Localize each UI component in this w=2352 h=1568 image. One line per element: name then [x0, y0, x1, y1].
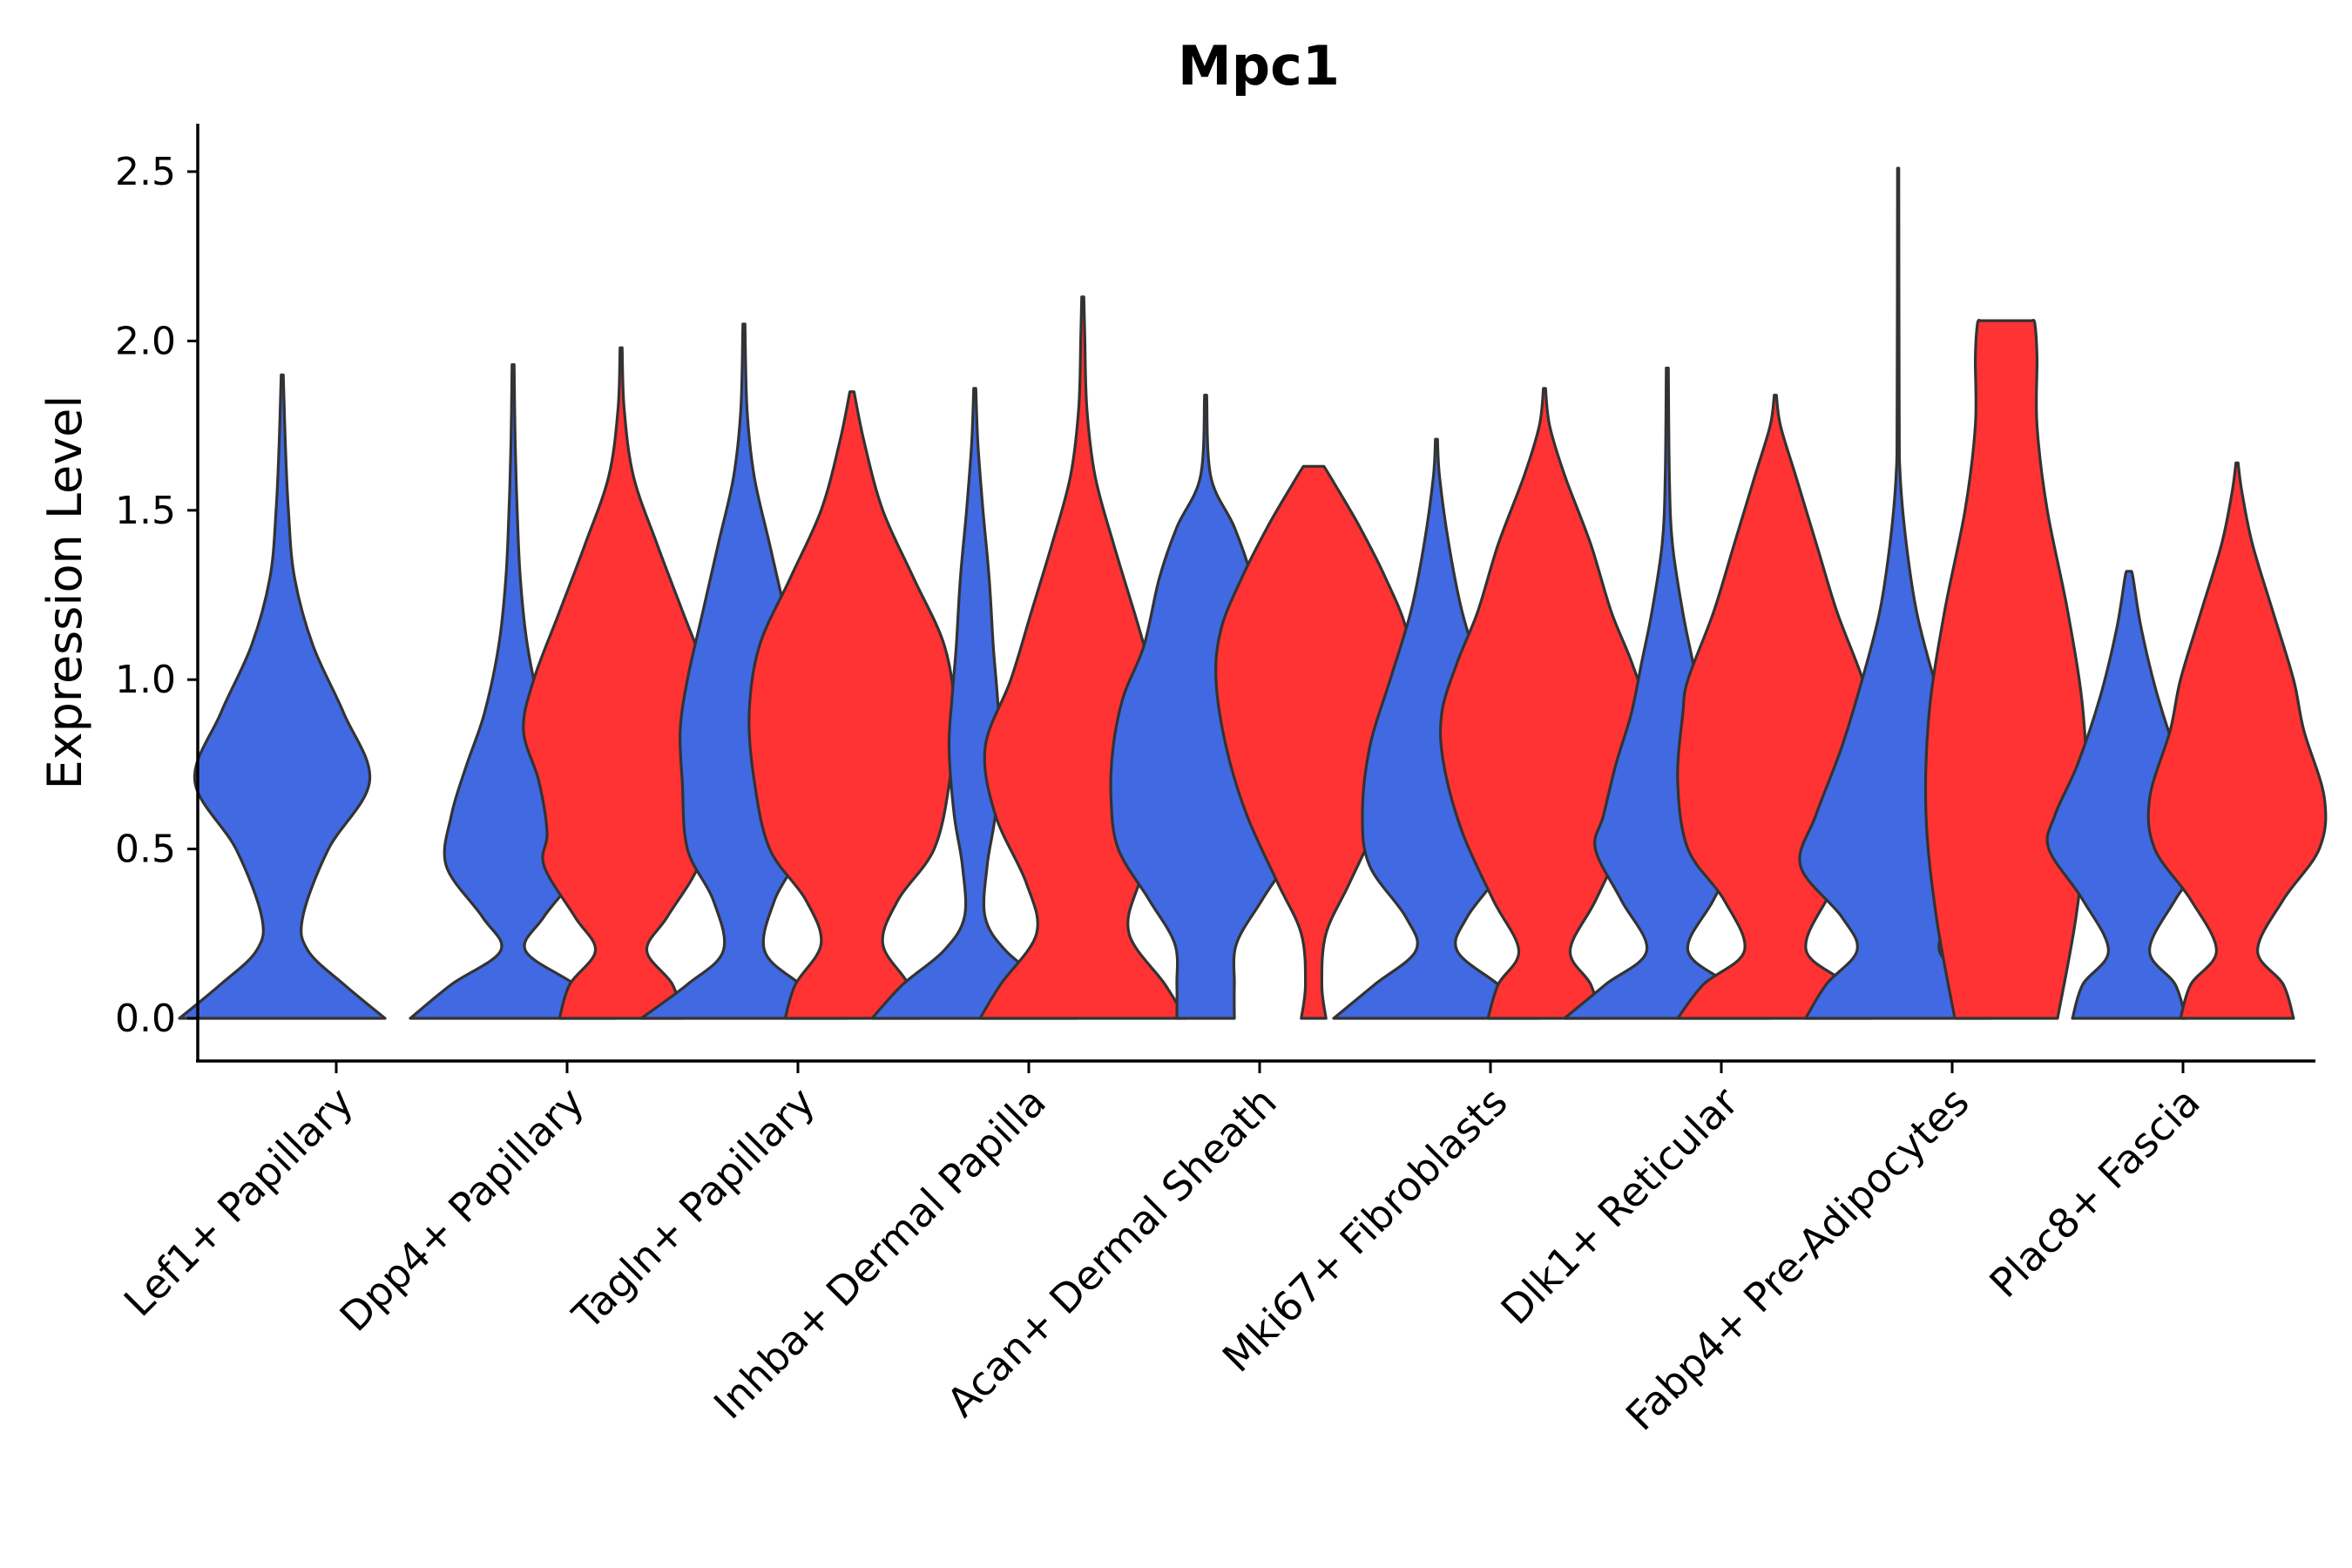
violin-blue-3	[870, 387, 1079, 1020]
x-tick-label: Lef1+ Papillary	[115, 1078, 362, 1326]
chart-title: Mpc1	[1178, 34, 1340, 98]
y-axis-label: Expression Level	[37, 395, 92, 790]
y-tick-label: 0.0	[115, 997, 176, 1041]
y-tick-label: 1.0	[115, 658, 176, 702]
y-tick-label: 0.5	[115, 828, 176, 872]
violins-layer	[178, 166, 2328, 1020]
violin-red-6	[1676, 394, 1875, 1020]
y-tick-label: 2.5	[115, 150, 176, 194]
violin-blue-0	[178, 373, 387, 1020]
y-ticks: 0.0 0.5 1.0 1.5 2.0 2.5	[115, 150, 198, 1041]
x-tick-label: Plac8+ Fascia	[1980, 1078, 2208, 1307]
y-tick-label: 2.0	[115, 319, 176, 363]
x-tick-label: Dlk1+ Reticular	[1492, 1078, 1747, 1334]
violin-red-5	[1438, 387, 1651, 1020]
x-tick-label: Dpp4+ Papillary	[331, 1078, 593, 1341]
y-tick-label: 1.5	[115, 489, 176, 533]
x-tick-label: Tagln+ Papillary	[563, 1078, 824, 1340]
violin-red-7	[1923, 319, 2089, 1020]
violin-red-2	[747, 390, 956, 1020]
violin-red-8	[2146, 461, 2328, 1020]
